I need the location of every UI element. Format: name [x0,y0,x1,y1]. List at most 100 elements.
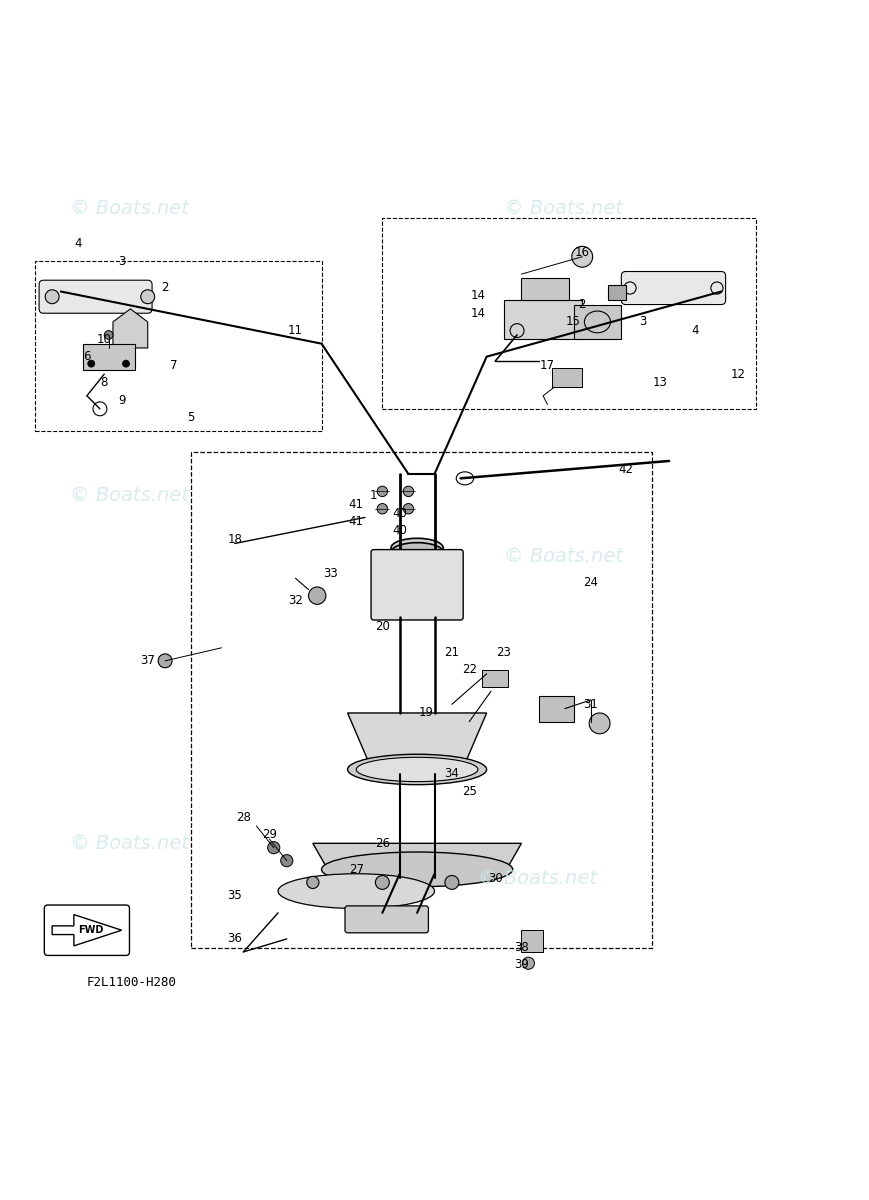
Text: 20: 20 [375,619,390,632]
Text: 8: 8 [101,377,108,389]
Text: 29: 29 [262,828,277,841]
Circle shape [403,486,414,497]
Circle shape [268,841,280,853]
Text: 26: 26 [375,836,390,850]
FancyBboxPatch shape [371,550,463,620]
Text: F2L1100-H280: F2L1100-H280 [87,976,177,989]
Circle shape [522,958,534,970]
Text: 19: 19 [418,707,434,720]
Text: 17: 17 [540,359,555,372]
Circle shape [141,289,155,304]
Text: 13: 13 [653,377,668,389]
FancyBboxPatch shape [345,906,428,932]
FancyBboxPatch shape [621,271,726,305]
Text: 28: 28 [235,811,251,823]
Text: 9: 9 [118,394,125,407]
Text: 33: 33 [323,568,337,581]
Text: 25: 25 [461,785,477,798]
Text: © Boats.net: © Boats.net [504,199,623,218]
Circle shape [572,246,593,268]
Text: © Boats.net: © Boats.net [70,486,189,505]
FancyBboxPatch shape [39,281,152,313]
FancyBboxPatch shape [44,905,129,955]
Circle shape [158,654,172,667]
Text: 15: 15 [566,316,581,329]
Circle shape [88,360,95,367]
Ellipse shape [348,755,487,785]
Circle shape [281,854,293,866]
Bar [552,368,582,388]
Bar [521,278,569,300]
Text: 40: 40 [392,506,408,520]
Bar [539,696,574,721]
Text: © Boats.net: © Boats.net [70,834,189,853]
Bar [382,217,756,409]
Circle shape [307,876,319,888]
Circle shape [377,504,388,514]
Text: 35: 35 [228,889,242,902]
Text: 11: 11 [288,324,303,337]
Bar [83,343,135,370]
Text: 24: 24 [583,576,599,589]
Ellipse shape [356,757,478,781]
Bar [191,452,652,948]
Bar [35,262,322,431]
Bar [608,284,626,300]
Circle shape [45,289,59,304]
Bar [482,670,508,686]
Text: 1: 1 [370,490,377,503]
Circle shape [377,486,388,497]
Text: 41: 41 [348,498,364,511]
Text: 38: 38 [514,941,528,954]
Text: 12: 12 [731,367,746,380]
Text: 4: 4 [692,324,699,337]
Text: 14: 14 [470,289,486,302]
Ellipse shape [278,874,434,908]
Text: 10: 10 [96,332,112,346]
Polygon shape [348,713,487,774]
Text: © Boats.net: © Boats.net [478,869,597,888]
Text: 3: 3 [118,254,125,268]
Text: 5: 5 [188,412,195,424]
Ellipse shape [322,852,513,887]
Text: © Boats.net: © Boats.net [70,199,189,218]
Bar [521,930,543,952]
Text: 30: 30 [488,871,502,884]
Circle shape [589,713,610,734]
Text: 39: 39 [514,959,529,972]
Polygon shape [52,914,122,946]
Text: 2: 2 [162,281,169,294]
Text: © Boats.net: © Boats.net [504,547,623,566]
Text: 36: 36 [227,932,242,946]
Text: 7: 7 [170,359,177,372]
Text: 41: 41 [348,515,364,528]
Text: 34: 34 [444,767,460,780]
Text: 31: 31 [583,697,599,710]
Text: 37: 37 [140,654,156,667]
Circle shape [123,360,129,367]
Text: 18: 18 [227,533,242,546]
Circle shape [403,504,414,514]
Ellipse shape [391,539,443,558]
Bar [574,305,621,340]
Text: 14: 14 [470,307,486,319]
Text: 27: 27 [348,863,364,876]
Polygon shape [313,844,521,874]
Text: 2: 2 [579,298,586,311]
Circle shape [375,876,389,889]
Text: 22: 22 [461,664,477,676]
Text: 42: 42 [618,463,634,476]
Text: 4: 4 [75,238,82,251]
Circle shape [308,587,326,605]
Text: 21: 21 [444,646,460,659]
Ellipse shape [391,542,443,562]
Circle shape [104,331,113,340]
Text: 3: 3 [640,316,647,329]
Polygon shape [113,308,148,348]
Text: 32: 32 [288,594,303,606]
Text: 23: 23 [496,646,512,659]
Text: 6: 6 [83,350,90,364]
Circle shape [445,876,459,889]
Text: 40: 40 [392,524,408,536]
Bar [504,300,582,340]
